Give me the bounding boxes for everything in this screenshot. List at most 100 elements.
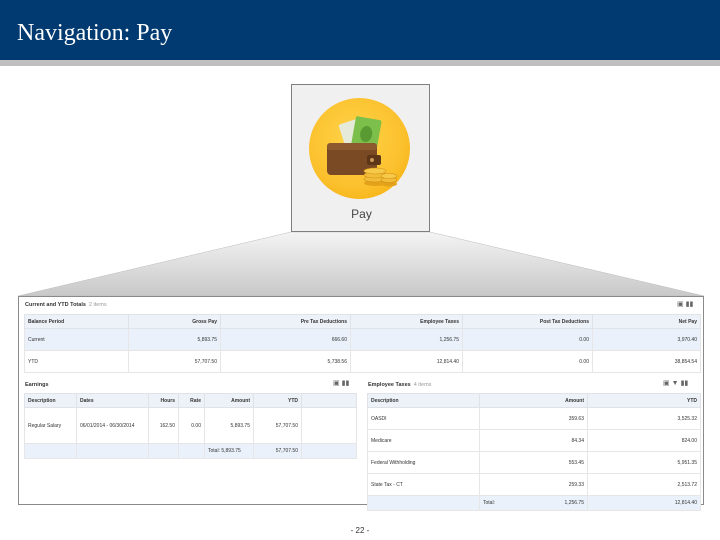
- pay-tile-label: Pay: [351, 207, 372, 221]
- table-cell: [301, 407, 357, 444]
- table-cell: 0.00: [462, 328, 593, 351]
- table-cell: 57,707.50: [253, 407, 302, 444]
- column-header[interactable]: Net Pay: [592, 314, 701, 329]
- view-chart-icon[interactable]: ▮▮: [341, 380, 350, 387]
- filter-icon[interactable]: ▼: [671, 380, 679, 387]
- wallet-icon: [309, 98, 410, 199]
- taxes-header-row: Description Amount YTD: [367, 393, 701, 408]
- table-row[interactable]: OASDI 359.63 3,525.32: [367, 407, 701, 430]
- table-cell: 5,738.56: [220, 350, 351, 373]
- column-header[interactable]: Employee Taxes: [350, 314, 463, 329]
- table-cell: State Tax - CT: [367, 473, 480, 496]
- totals-toolbar: ▣ ▮▮: [677, 300, 693, 308]
- export-excel-icon[interactable]: ▣: [333, 380, 340, 387]
- table-cell: 0.00: [462, 350, 593, 373]
- column-header[interactable]: YTD: [253, 393, 302, 408]
- totals-header-row: Balance Period Gross Pay Pre Tax Deducti…: [24, 314, 701, 329]
- column-header[interactable]: Dates: [76, 393, 149, 408]
- taxes-title: Employee Taxes 4 items: [368, 382, 431, 388]
- table-cell: 38,854.54: [592, 350, 701, 373]
- table-row[interactable]: State Tax - CT 259.33 2,513.72: [367, 473, 701, 496]
- table-row[interactable]: Regular Salary 06/01/2014 - 06/30/2014 1…: [24, 407, 357, 444]
- total-label: Total:: [208, 448, 220, 454]
- export-excel-icon[interactable]: ▣: [663, 380, 670, 387]
- table-cell: Current: [24, 328, 129, 351]
- title-bar: Navigation: Pay: [0, 0, 720, 60]
- table-cell: 3,970.40: [592, 328, 701, 351]
- pay-tile[interactable]: Pay: [291, 84, 430, 232]
- table-cell: 57,707.50: [128, 350, 221, 373]
- table-row[interactable]: Current 5,893.75 666.60 1,256.75 0.00 3,…: [24, 328, 701, 351]
- table-cell: 5,893.75: [204, 407, 254, 444]
- table-cell: [178, 443, 205, 459]
- table-row[interactable]: YTD 57,707.50 5,738.56 12,814.40 0.00 38…: [24, 350, 701, 373]
- table-cell: YTD: [24, 350, 129, 373]
- table-row[interactable]: Federal Withholding 553.45 5,951.35: [367, 451, 701, 474]
- view-chart-icon[interactable]: ▮▮: [685, 301, 694, 308]
- table-cell: Federal Withholding: [367, 451, 480, 474]
- table-cell: 3,525.32: [587, 407, 701, 430]
- earnings-header-row: Description Dates Hours Rate Amount YTD: [24, 393, 357, 408]
- totals-table: Balance Period Gross Pay Pre Tax Deducti…: [24, 314, 701, 373]
- total-amount: 5,893.75: [221, 448, 241, 454]
- column-header: [301, 393, 357, 408]
- table-cell: 84.34: [479, 429, 588, 452]
- table-cell: [24, 443, 77, 459]
- total-label: Total:: [483, 500, 495, 506]
- column-header[interactable]: Post Tax Deductions: [462, 314, 593, 329]
- table-cell: 666.60: [220, 328, 351, 351]
- slide-title: Navigation: Pay: [17, 20, 173, 46]
- table-cell: Medicare: [367, 429, 480, 452]
- earnings-total-row: Total: 5,893.75 57,707.50: [24, 443, 357, 459]
- column-header[interactable]: Hours: [148, 393, 179, 408]
- table-cell: 553.45: [479, 451, 588, 474]
- view-chart-icon[interactable]: ▮▮: [680, 380, 689, 387]
- taxes-count: 4 items: [413, 382, 432, 388]
- taxes-title-text: Employee Taxes: [368, 382, 411, 388]
- column-header[interactable]: Description: [24, 393, 77, 408]
- totals-title-text: Current and YTD Totals: [25, 302, 86, 308]
- table-cell: Regular Salary: [24, 407, 77, 444]
- table-cell: 2,513.72: [587, 473, 701, 496]
- column-header[interactable]: Amount: [479, 393, 588, 408]
- total-ytd: 12,814.40: [587, 495, 701, 511]
- table-cell: [367, 495, 480, 511]
- column-header[interactable]: Balance Period: [24, 314, 129, 329]
- earnings-title: Earnings: [25, 382, 49, 388]
- table-cell: 824.00: [587, 429, 701, 452]
- totals-count: 2 items: [88, 302, 107, 308]
- earnings-toolbar: ▣ ▮▮: [333, 379, 349, 387]
- table-cell: [148, 443, 179, 459]
- total-ytd: 57,707.50: [253, 443, 302, 459]
- table-cell: 1,256.75: [350, 328, 463, 351]
- total-amount: 1,256.75: [564, 500, 584, 506]
- zoom-callout: [17, 231, 705, 297]
- column-header[interactable]: Description: [367, 393, 480, 408]
- column-header[interactable]: YTD: [587, 393, 701, 408]
- column-header[interactable]: Gross Pay: [128, 314, 221, 329]
- page-number: - 22 -: [350, 526, 370, 535]
- table-cell: 06/01/2014 - 06/30/2014: [76, 407, 149, 444]
- total-cell: Total: 5,893.75: [204, 443, 254, 459]
- column-header[interactable]: Amount: [204, 393, 254, 408]
- table-cell: [76, 443, 149, 459]
- earnings-table: Description Dates Hours Rate Amount YTD …: [24, 393, 357, 459]
- table-cell: 12,814.40: [350, 350, 463, 373]
- table-cell: 162.50: [148, 407, 179, 444]
- table-row[interactable]: Medicare 84.34 824.00: [367, 429, 701, 452]
- table-cell: 5,893.75: [128, 328, 221, 351]
- total-cell: Total: 1,256.75: [479, 495, 588, 511]
- title-divider: [0, 60, 720, 66]
- table-cell: OASDI: [367, 407, 480, 430]
- column-header[interactable]: Pre Tax Deductions: [220, 314, 351, 329]
- taxes-total-row: Total: 1,256.75 12,814.40: [367, 495, 701, 511]
- column-header[interactable]: Rate: [178, 393, 205, 408]
- export-excel-icon[interactable]: ▣: [677, 301, 684, 308]
- table-cell: 0.00: [178, 407, 205, 444]
- table-cell: 5,951.35: [587, 451, 701, 474]
- table-cell: [301, 443, 357, 459]
- totals-title: Current and YTD Totals 2 items: [25, 302, 107, 308]
- pay-screen: Current and YTD Totals 2 items ▣ ▮▮ Balanc…: [18, 296, 704, 511]
- table-cell: 259.33: [479, 473, 588, 496]
